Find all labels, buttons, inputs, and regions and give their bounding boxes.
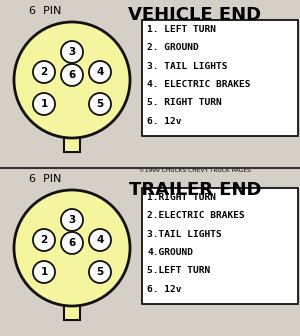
Circle shape <box>89 61 111 83</box>
Text: 2: 2 <box>40 67 48 77</box>
Text: 2.ELECTRIC BRAKES: 2.ELECTRIC BRAKES <box>147 211 245 220</box>
Circle shape <box>33 61 55 83</box>
Bar <box>64 136 80 152</box>
Text: 4.GROUND: 4.GROUND <box>147 248 193 257</box>
Circle shape <box>61 209 83 231</box>
Text: 6  PIN: 6 PIN <box>29 6 61 16</box>
Text: 4: 4 <box>96 67 104 77</box>
Text: 1: 1 <box>40 99 48 109</box>
Text: 5. RIGHT TURN: 5. RIGHT TURN <box>147 98 222 107</box>
Text: 6: 6 <box>68 238 76 248</box>
Text: 3. TAIL LIGHTS: 3. TAIL LIGHTS <box>147 62 227 71</box>
Circle shape <box>89 229 111 251</box>
Text: 3.TAIL LIGHTS: 3.TAIL LIGHTS <box>147 230 222 239</box>
Circle shape <box>89 261 111 283</box>
Bar <box>142 188 298 304</box>
Text: 6. 12v: 6. 12v <box>147 285 182 294</box>
Circle shape <box>33 93 55 115</box>
Text: 4: 4 <box>96 235 104 245</box>
Circle shape <box>89 93 111 115</box>
Text: 5: 5 <box>96 99 103 109</box>
Circle shape <box>33 229 55 251</box>
Text: 6  PIN: 6 PIN <box>29 174 61 184</box>
Text: 5.LEFT TURN: 5.LEFT TURN <box>147 266 210 275</box>
Text: 3: 3 <box>68 47 76 57</box>
Text: 2: 2 <box>40 235 48 245</box>
Text: 2. GROUND: 2. GROUND <box>147 43 199 52</box>
Circle shape <box>33 261 55 283</box>
Text: VEHICLE END: VEHICLE END <box>128 6 262 24</box>
Circle shape <box>14 22 130 138</box>
Text: 1: 1 <box>40 267 48 277</box>
Text: ©1999 CHUCKS CHEVY TRUCK PAGES: ©1999 CHUCKS CHEVY TRUCK PAGES <box>139 168 251 173</box>
Text: 4. ELECTRIC BRAKES: 4. ELECTRIC BRAKES <box>147 80 250 89</box>
Circle shape <box>61 41 83 63</box>
Bar <box>142 20 298 136</box>
Text: 6. 12v: 6. 12v <box>147 117 182 126</box>
Text: 6: 6 <box>68 70 76 80</box>
Bar <box>64 304 80 320</box>
Circle shape <box>61 64 83 86</box>
Text: TRAILER END: TRAILER END <box>129 181 261 199</box>
Text: 3: 3 <box>68 215 76 225</box>
Text: 1.RIGHT TURN: 1.RIGHT TURN <box>147 193 216 202</box>
Text: 5: 5 <box>96 267 103 277</box>
Circle shape <box>61 232 83 254</box>
Circle shape <box>14 190 130 306</box>
Text: 1. LEFT TURN: 1. LEFT TURN <box>147 25 216 34</box>
